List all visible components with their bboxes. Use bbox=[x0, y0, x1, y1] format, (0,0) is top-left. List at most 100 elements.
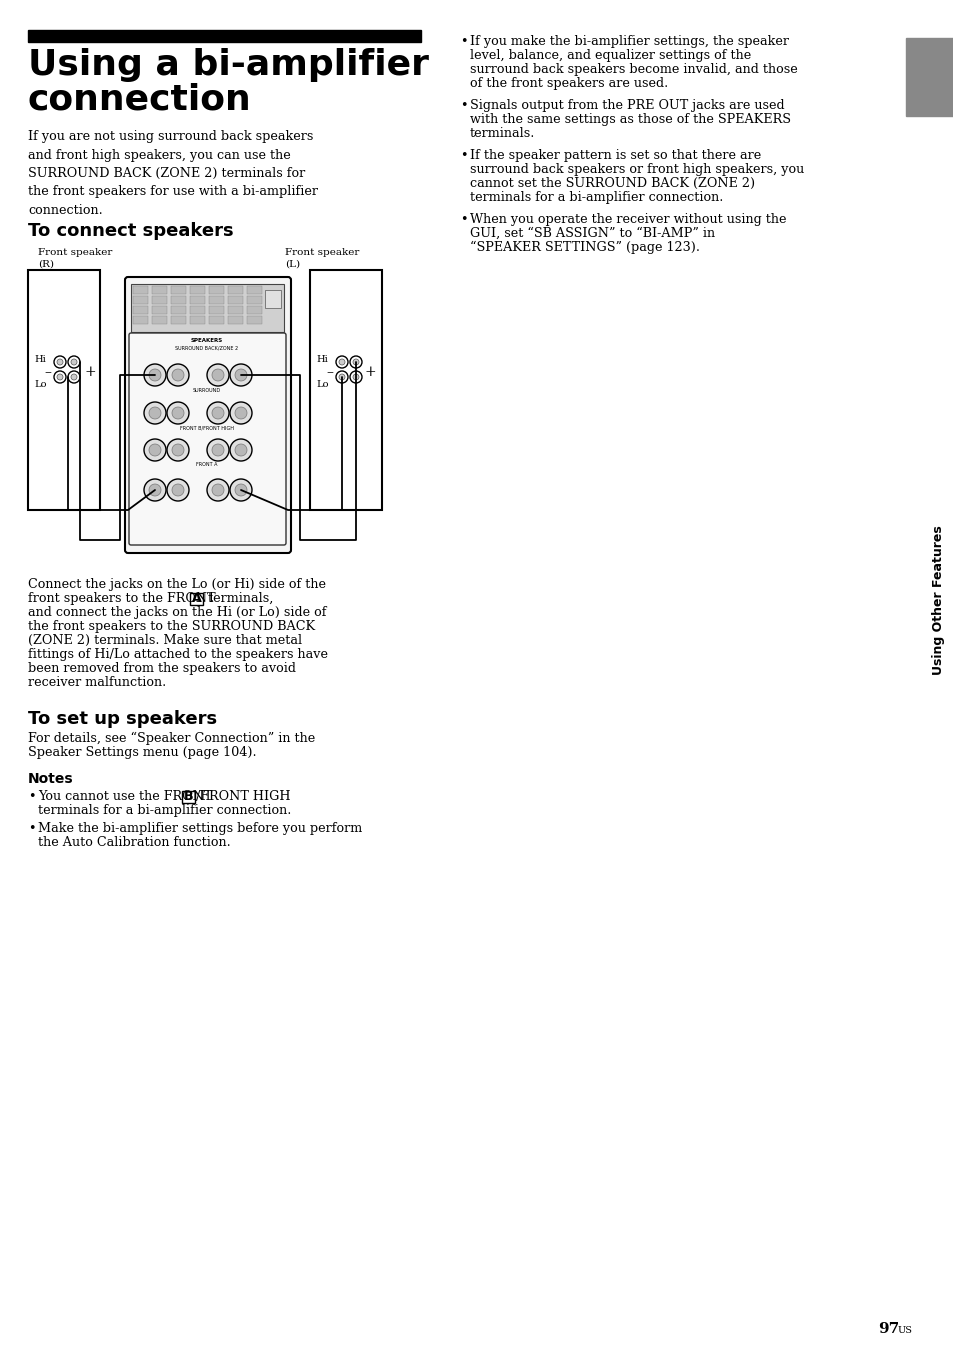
Bar bbox=[310, 270, 381, 510]
Text: To set up speakers: To set up speakers bbox=[28, 710, 217, 727]
Text: cannot set the SURROUND BACK (ZONE 2): cannot set the SURROUND BACK (ZONE 2) bbox=[470, 177, 755, 191]
Circle shape bbox=[167, 439, 189, 461]
Text: –: – bbox=[45, 365, 51, 379]
Bar bbox=[209, 296, 224, 304]
Circle shape bbox=[335, 356, 348, 368]
Circle shape bbox=[57, 360, 63, 365]
Circle shape bbox=[234, 369, 247, 381]
Text: If you make the bi-amplifier settings, the speaker: If you make the bi-amplifier settings, t… bbox=[470, 35, 788, 49]
Circle shape bbox=[54, 356, 66, 368]
Circle shape bbox=[167, 364, 189, 387]
Text: –: – bbox=[326, 365, 334, 379]
Text: with the same settings as those of the SPEAKERS: with the same settings as those of the S… bbox=[470, 114, 790, 126]
Circle shape bbox=[212, 369, 224, 381]
Text: Speaker Settings menu (page 104).: Speaker Settings menu (page 104). bbox=[28, 746, 256, 758]
Text: SURROUND: SURROUND bbox=[193, 388, 221, 393]
Text: of the front speakers are used.: of the front speakers are used. bbox=[470, 77, 667, 91]
Bar bbox=[190, 306, 205, 314]
Circle shape bbox=[57, 375, 63, 380]
Text: and connect the jacks on the Hi (or Lo) side of: and connect the jacks on the Hi (or Lo) … bbox=[28, 606, 326, 619]
Circle shape bbox=[230, 364, 252, 387]
Text: +: + bbox=[84, 365, 95, 379]
Text: Front speaker: Front speaker bbox=[285, 247, 359, 257]
Text: fittings of Hi/Lo attached to the speakers have: fittings of Hi/Lo attached to the speake… bbox=[28, 648, 328, 661]
Text: •: • bbox=[459, 99, 467, 112]
Text: You cannot use the FRONT: You cannot use the FRONT bbox=[38, 790, 216, 803]
Text: FRONT B/FRONT HIGH: FRONT B/FRONT HIGH bbox=[180, 426, 233, 431]
Circle shape bbox=[144, 402, 166, 425]
Circle shape bbox=[149, 484, 161, 496]
Circle shape bbox=[207, 402, 229, 425]
Bar bbox=[132, 287, 148, 293]
Circle shape bbox=[230, 439, 252, 461]
Text: Using a bi-amplifier: Using a bi-amplifier bbox=[28, 49, 429, 82]
Text: •: • bbox=[28, 822, 35, 836]
Text: /FRONT HIGH: /FRONT HIGH bbox=[195, 790, 291, 803]
Circle shape bbox=[335, 370, 348, 383]
Bar bbox=[209, 306, 224, 314]
Text: Hi: Hi bbox=[315, 356, 328, 364]
Circle shape bbox=[144, 479, 166, 502]
Bar bbox=[209, 316, 224, 324]
Text: B: B bbox=[184, 790, 193, 803]
Circle shape bbox=[212, 443, 224, 456]
Circle shape bbox=[207, 364, 229, 387]
Text: been removed from the speakers to avoid: been removed from the speakers to avoid bbox=[28, 662, 295, 675]
Bar bbox=[228, 316, 243, 324]
Circle shape bbox=[144, 439, 166, 461]
Circle shape bbox=[234, 443, 247, 456]
Bar bbox=[28, 30, 420, 42]
Text: surround back speakers or front high speakers, you: surround back speakers or front high spe… bbox=[470, 164, 803, 176]
Text: If the speaker pattern is set so that there are: If the speaker pattern is set so that th… bbox=[470, 149, 760, 162]
FancyBboxPatch shape bbox=[129, 333, 286, 545]
Text: Notes: Notes bbox=[28, 772, 73, 786]
Text: •: • bbox=[459, 149, 467, 162]
Circle shape bbox=[54, 370, 66, 383]
Circle shape bbox=[230, 479, 252, 502]
Bar bbox=[171, 316, 186, 324]
Text: For details, see “Speaker Connection” in the: For details, see “Speaker Connection” in… bbox=[28, 731, 314, 745]
Text: FRONT A: FRONT A bbox=[196, 462, 217, 466]
Circle shape bbox=[149, 369, 161, 381]
Text: Using Other Features: Using Other Features bbox=[931, 525, 944, 675]
Bar bbox=[228, 287, 243, 293]
Bar bbox=[131, 284, 284, 333]
Text: When you operate the receiver without using the: When you operate the receiver without us… bbox=[470, 214, 785, 226]
Text: the front speakers to the SURROUND BACK: the front speakers to the SURROUND BACK bbox=[28, 621, 314, 633]
Text: terminals for a bi-amplifier connection.: terminals for a bi-amplifier connection. bbox=[38, 804, 291, 817]
Bar bbox=[190, 296, 205, 304]
Text: the Auto Calibration function.: the Auto Calibration function. bbox=[38, 836, 231, 849]
Circle shape bbox=[230, 402, 252, 425]
Circle shape bbox=[68, 370, 80, 383]
Circle shape bbox=[212, 407, 224, 419]
Text: (R): (R) bbox=[38, 260, 54, 269]
Bar bbox=[905, 38, 953, 116]
Text: Lo: Lo bbox=[315, 380, 328, 389]
Bar bbox=[171, 306, 186, 314]
Text: SURROUND BACK/ZONE 2: SURROUND BACK/ZONE 2 bbox=[175, 345, 238, 350]
Text: SPEAKERS: SPEAKERS bbox=[191, 338, 223, 343]
Text: +: + bbox=[364, 365, 375, 379]
Text: Signals output from the PRE OUT jacks are used: Signals output from the PRE OUT jacks ar… bbox=[470, 99, 783, 112]
Circle shape bbox=[144, 364, 166, 387]
Text: Lo: Lo bbox=[34, 380, 47, 389]
Text: 97: 97 bbox=[877, 1322, 899, 1336]
Bar bbox=[132, 296, 148, 304]
Circle shape bbox=[172, 443, 184, 456]
Circle shape bbox=[71, 375, 77, 380]
Bar bbox=[171, 287, 186, 293]
Circle shape bbox=[350, 370, 361, 383]
Text: “SPEAKER SETTINGS” (page 123).: “SPEAKER SETTINGS” (page 123). bbox=[470, 241, 700, 254]
Circle shape bbox=[172, 484, 184, 496]
Bar bbox=[247, 316, 262, 324]
Bar bbox=[247, 306, 262, 314]
Text: level, balance, and equalizer settings of the: level, balance, and equalizer settings o… bbox=[470, 49, 750, 62]
Bar bbox=[152, 306, 167, 314]
Text: front speakers to the FRONT: front speakers to the FRONT bbox=[28, 592, 219, 604]
Circle shape bbox=[149, 407, 161, 419]
Bar bbox=[190, 316, 205, 324]
Text: (L): (L) bbox=[285, 260, 300, 269]
Text: connection: connection bbox=[28, 82, 252, 116]
Text: surround back speakers become invalid, and those: surround back speakers become invalid, a… bbox=[470, 64, 797, 76]
Bar bbox=[190, 594, 203, 604]
